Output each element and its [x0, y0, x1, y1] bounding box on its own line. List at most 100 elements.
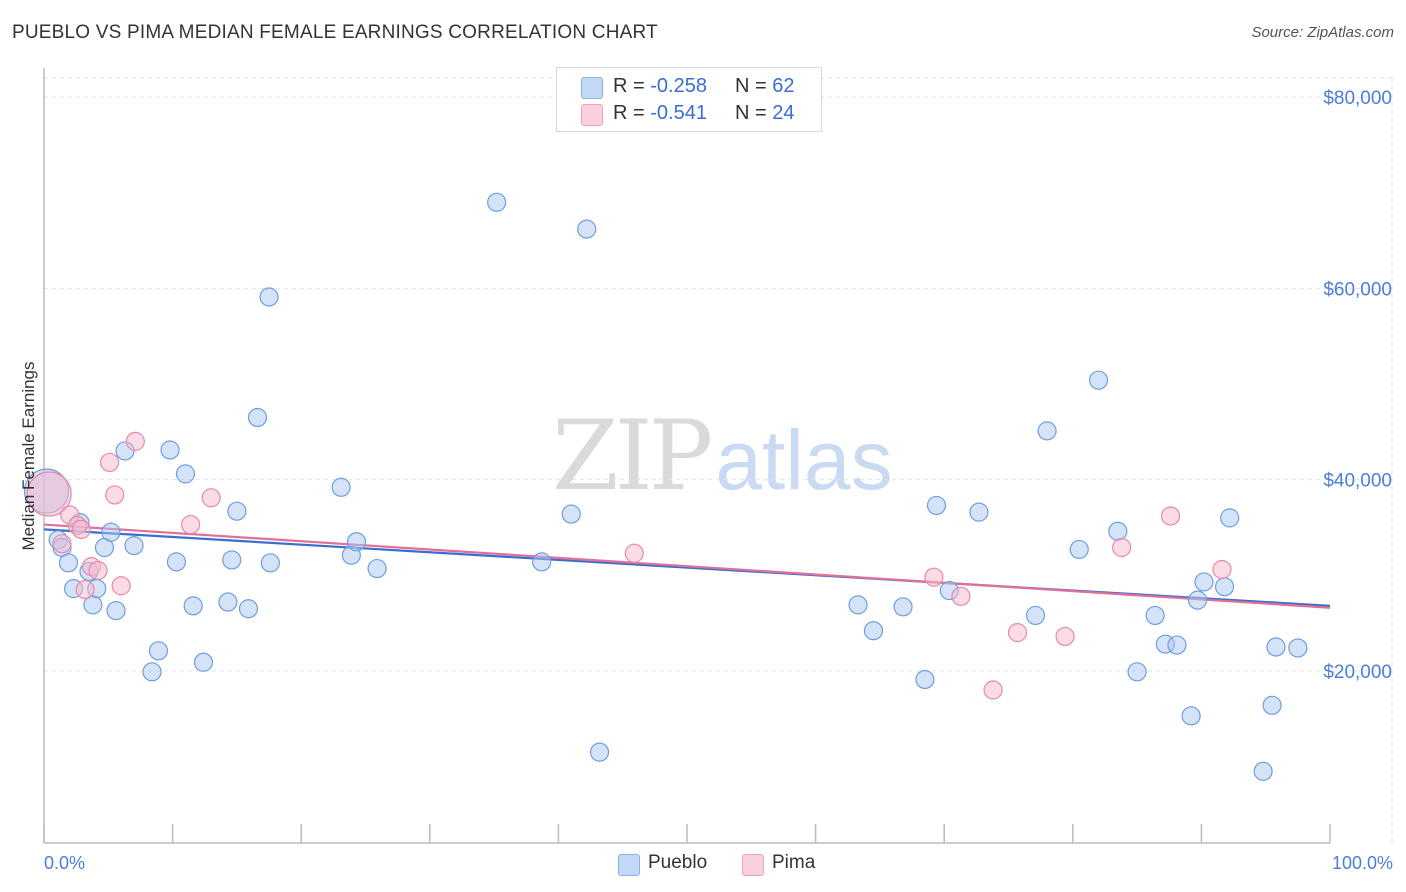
- pueblo-point: [969, 502, 989, 522]
- pueblo-point: [926, 495, 947, 516]
- pueblo-point: [1288, 638, 1308, 658]
- data-points: [23, 192, 1308, 781]
- pima-point: [201, 488, 221, 508]
- pueblo-point: [1266, 637, 1286, 657]
- pima-point: [1212, 559, 1232, 580]
- pueblo-point: [848, 595, 868, 615]
- pueblo-point: [367, 558, 387, 579]
- pima-n-value: 24: [772, 102, 795, 124]
- pueblo-point: [1037, 421, 1057, 441]
- pueblo-point: [1181, 706, 1201, 726]
- correlation-legend: R = -0.258 N = 62 R = -0.541 N = 24: [556, 67, 822, 132]
- y-tick-label: $80,000: [1323, 88, 1392, 109]
- pueblo-r: R = -0.258: [613, 75, 707, 98]
- pueblo-point: [1108, 521, 1128, 541]
- pueblo-point: [331, 477, 351, 497]
- pima-point: [105, 485, 125, 505]
- pueblo-point: [1088, 370, 1109, 390]
- pueblo-point: [561, 504, 581, 524]
- pima-point: [75, 579, 95, 600]
- pima-point: [181, 514, 201, 535]
- pima-r: R = -0.541: [613, 102, 707, 125]
- y-axis-label: Median Female Earnings: [19, 362, 38, 551]
- pueblo-point: [1214, 577, 1235, 597]
- pima-swatch: [581, 104, 603, 126]
- pueblo-point: [1262, 695, 1282, 715]
- pueblo-point: [238, 599, 259, 619]
- axis-labels: $20,000 $40,000 $60,000 $80,000 0.0% 100.0% Me…: [19, 88, 1393, 873]
- pueblo-point: [193, 652, 214, 672]
- pueblo-point: [589, 742, 610, 762]
- pueblo-point: [247, 407, 268, 428]
- trend-lines: [43, 523, 1331, 609]
- y-tick-label: $60,000: [1323, 279, 1392, 300]
- pueblo-point: [915, 669, 935, 690]
- pima-point: [1007, 623, 1028, 643]
- pueblo-point: [1220, 508, 1240, 528]
- pueblo-r-value: -0.258: [650, 75, 707, 97]
- pueblo-point: [1145, 605, 1165, 626]
- pueblo-legend-swatch: [618, 854, 640, 876]
- chart-title: PUEBLO VS PIMA MEDIAN FEMALE EARNINGS CO…: [12, 22, 658, 43]
- pueblo-point: [487, 192, 507, 212]
- pima-point: [88, 560, 108, 581]
- pueblo-point: [863, 621, 884, 641]
- pueblo-point: [1253, 761, 1273, 781]
- pueblo-point: [1187, 590, 1208, 610]
- pueblo-point: [58, 553, 79, 573]
- watermark-zip: ZIP: [552, 400, 713, 512]
- pima-point: [1160, 506, 1181, 526]
- pueblo-point: [222, 550, 242, 570]
- pueblo-point: [101, 522, 121, 542]
- watermark: ZIPatlas: [552, 400, 893, 512]
- x-tick-label-max: 100.0%: [1332, 853, 1393, 873]
- pima-n-label: N =: [735, 102, 773, 124]
- y-tick-label: $40,000: [1323, 471, 1392, 492]
- pueblo-point: [1194, 572, 1214, 592]
- pueblo-point: [183, 596, 203, 616]
- pueblo-n-label: N =: [735, 75, 773, 97]
- pueblo-point: [1127, 662, 1147, 682]
- pima-r-value: -0.541: [650, 102, 707, 124]
- pima-point: [1112, 537, 1132, 558]
- pima-point: [99, 452, 120, 473]
- pima-point: [951, 586, 971, 606]
- pima-r-label: R =: [613, 102, 651, 124]
- pueblo-point: [577, 219, 597, 239]
- pima-point: [26, 471, 72, 517]
- pueblo-point: [166, 552, 187, 572]
- pueblo-point: [532, 552, 552, 572]
- x-tick-label-min: 0.0%: [44, 853, 85, 873]
- pima-trend-line: [43, 523, 1331, 609]
- axes: [43, 68, 1331, 844]
- pueblo-legend-label: Pueblo: [648, 852, 708, 873]
- pima-point: [111, 576, 131, 596]
- pima-point: [924, 567, 944, 587]
- pueblo-point: [142, 662, 162, 682]
- pima-n: N = 24: [735, 102, 795, 125]
- pueblo-point: [1025, 605, 1046, 626]
- watermark-atlas: atlas: [715, 413, 893, 507]
- y-tick-label: $20,000: [1323, 662, 1392, 683]
- pueblo-point: [227, 501, 247, 521]
- pueblo-point: [259, 287, 279, 307]
- grid-lines: [44, 77, 1393, 843]
- pima-point: [624, 543, 644, 563]
- pueblo-point: [1167, 635, 1187, 655]
- pueblo-swatch: [581, 77, 603, 99]
- pueblo-n-value: 62: [772, 75, 795, 97]
- pima-point: [1055, 626, 1075, 647]
- pueblo-point: [148, 641, 169, 661]
- pueblo-point: [260, 553, 280, 573]
- pueblo-n: N = 62: [735, 75, 795, 98]
- pima-point: [52, 534, 72, 554]
- pueblo-point: [346, 532, 367, 552]
- pueblo-point: [175, 464, 196, 484]
- pueblo-point: [124, 536, 144, 556]
- pima-point: [125, 431, 145, 451]
- pima-legend-swatch: [742, 854, 764, 876]
- pima-legend-label: Pima: [772, 852, 816, 873]
- source-label: Source: ZipAtlas.com: [1251, 24, 1394, 41]
- pueblo-point: [106, 601, 126, 621]
